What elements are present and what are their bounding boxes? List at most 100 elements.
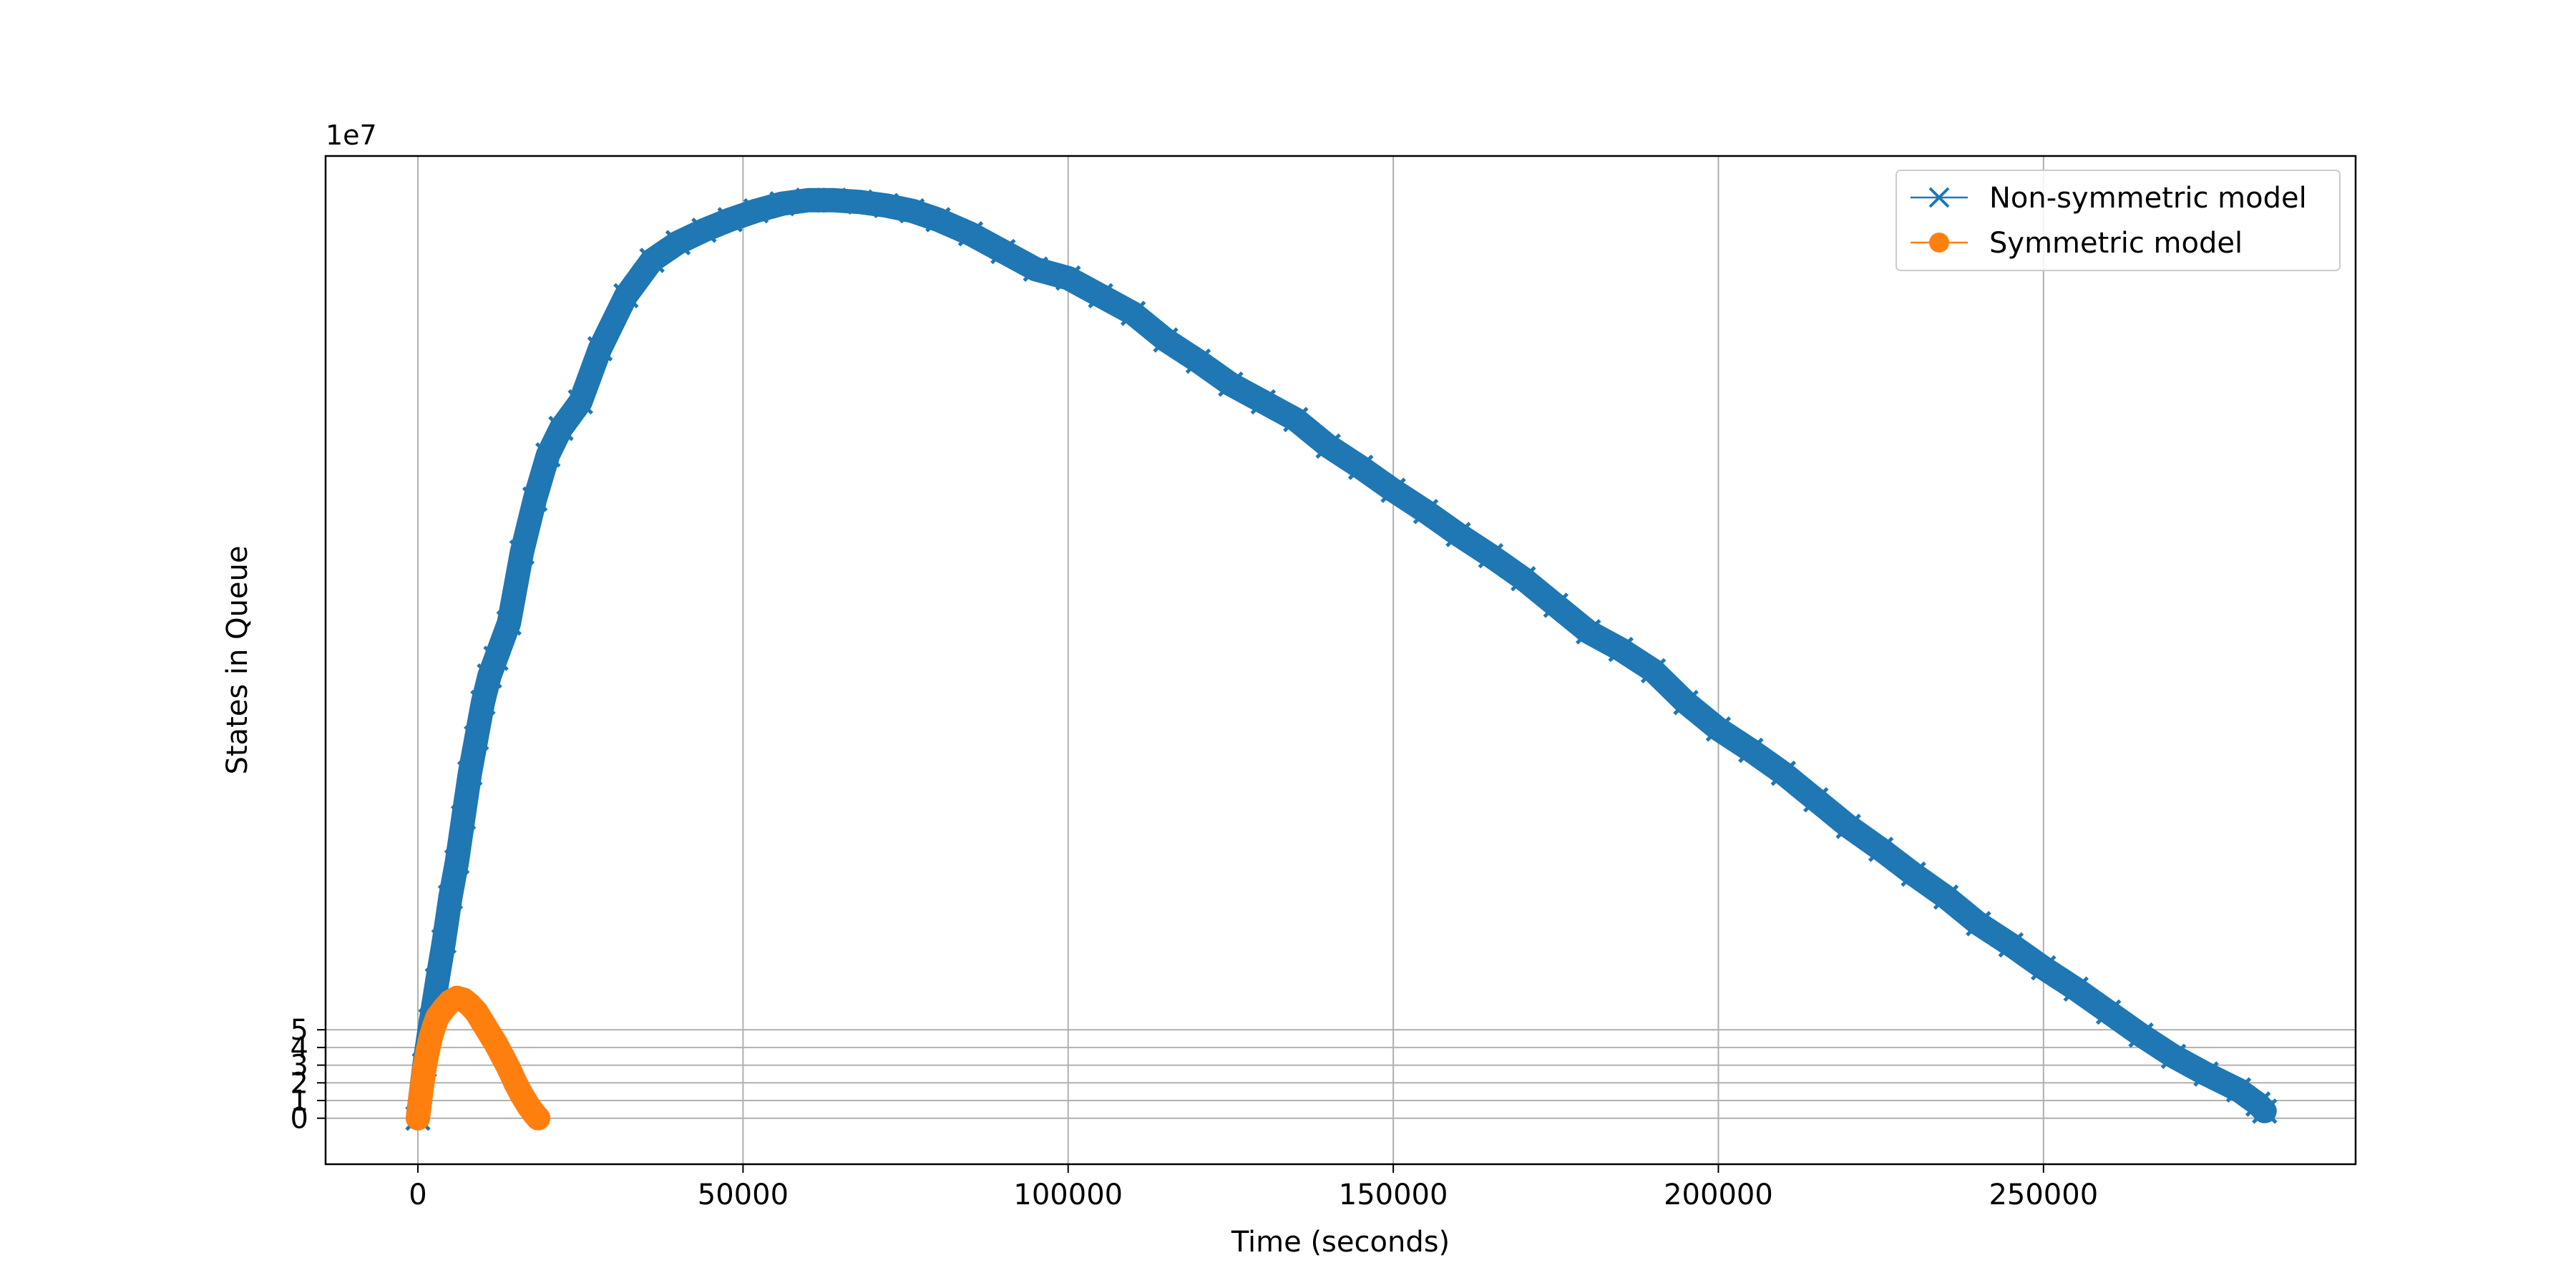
y-offset-label: 1e7: [326, 119, 377, 151]
data-point: [437, 884, 464, 910]
data-point: [665, 230, 691, 255]
data-point: [1543, 592, 1569, 618]
data-point: [990, 238, 1016, 265]
data-point: [2063, 976, 2089, 1002]
data-point: [1673, 690, 1699, 716]
legend-marker-x: [1928, 187, 1950, 208]
data-point: [1998, 932, 2024, 958]
data-point: [613, 283, 639, 309]
data-point: [1575, 619, 1601, 645]
y-tick-label: 4: [291, 1032, 308, 1065]
x-tick-label: 150000: [1339, 1179, 1448, 1211]
x-tick-label: 250000: [1989, 1179, 2098, 1211]
x-tick-label: 50000: [698, 1179, 789, 1211]
legend-entry-1: Symmetric model: [1911, 227, 2243, 260]
data-point: [1738, 737, 1764, 763]
data-point: [496, 610, 522, 636]
data-point: [847, 189, 873, 215]
data-point: [526, 1106, 551, 1131]
data-point: [444, 849, 470, 875]
series-layer: [405, 187, 2278, 1131]
data-point: [769, 190, 795, 217]
data-point: [1803, 787, 1829, 813]
data-point: [691, 218, 717, 243]
data-point: [483, 645, 509, 671]
y-tick-label: 1: [291, 1085, 308, 1118]
data-point: [1185, 348, 1211, 374]
data-point: [1868, 836, 1894, 862]
grid: [326, 156, 2356, 1164]
data-point: [2095, 999, 2122, 1025]
data-point: [639, 248, 665, 273]
data-point: [2031, 955, 2057, 981]
y-axis-label: States in Queue: [221, 545, 254, 774]
data-point: [1835, 814, 1861, 839]
data-point: [795, 187, 821, 213]
legend-label: Non-symmetric model: [1989, 182, 2307, 215]
data-point: [587, 336, 613, 362]
data-point: [1478, 542, 1504, 569]
data-point: [1088, 283, 1113, 309]
legend: Non-symmetric model Symmetric model: [1896, 170, 2341, 271]
data-point: [522, 486, 548, 512]
data-point: [2225, 1077, 2252, 1103]
data-point: [548, 415, 574, 441]
legend-label: Symmetric model: [1989, 227, 2243, 260]
data-point: [1445, 522, 1471, 547]
data-point: [1640, 658, 1667, 684]
data-point: [1608, 636, 1634, 663]
data-point: [406, 1106, 431, 1131]
data-point: [1283, 406, 1309, 433]
data-point: [424, 967, 451, 993]
data-point: [1770, 760, 1797, 786]
y-tick-label: 0: [291, 1103, 308, 1136]
legend-box: [1896, 170, 2341, 271]
data-point: [1023, 256, 1049, 282]
legend-entry-0: Non-symmetric model: [1911, 182, 2307, 215]
data-point: [1218, 371, 1244, 397]
data-point: [431, 928, 457, 955]
data-point: [1380, 477, 1406, 503]
data-point: [957, 220, 984, 247]
data-point: [409, 1079, 434, 1104]
data-point: [1153, 327, 1179, 353]
data-point: [821, 187, 847, 213]
data-point: [1901, 861, 1926, 887]
data-point: [464, 725, 489, 751]
data-point: [1511, 566, 1536, 592]
data-point: [1315, 433, 1341, 459]
legend-entries: Non-symmetric model Symmetric model: [1911, 182, 2307, 260]
x-tick-label: 100000: [1013, 1179, 1123, 1211]
data-point: [717, 207, 743, 233]
x-tick-label: 0: [409, 1179, 426, 1211]
data-point: [1705, 716, 1732, 742]
legend-marker-circle: [1929, 233, 1949, 253]
data-point: [1933, 884, 1959, 910]
data-point: [509, 539, 535, 565]
data-point: [567, 389, 593, 415]
data-point: [1413, 499, 1439, 525]
data-point: [477, 663, 502, 689]
data-point: [470, 690, 496, 716]
y-tick-label: 2: [291, 1067, 308, 1100]
data-point: [1250, 389, 1277, 415]
data-point: [2252, 1098, 2278, 1124]
data-point: [2128, 1022, 2154, 1048]
data-point: [457, 760, 483, 786]
data-point: [925, 207, 951, 233]
plot-frame: [324, 155, 2357, 1166]
data-point: [743, 197, 769, 224]
x-tick-label: 200000: [1664, 1179, 1773, 1211]
data-point: [1120, 301, 1146, 326]
data-point: [1055, 265, 1081, 291]
data-point: [2193, 1061, 2219, 1087]
data-point: [535, 441, 561, 468]
data-point: [899, 197, 925, 224]
x-axis-label: Time (seconds): [1231, 1226, 1450, 1259]
y-tick-label: 5: [291, 1014, 308, 1047]
data-point: [2160, 1043, 2187, 1069]
series-line-0: [406, 187, 2277, 1131]
data-point: [873, 192, 899, 218]
